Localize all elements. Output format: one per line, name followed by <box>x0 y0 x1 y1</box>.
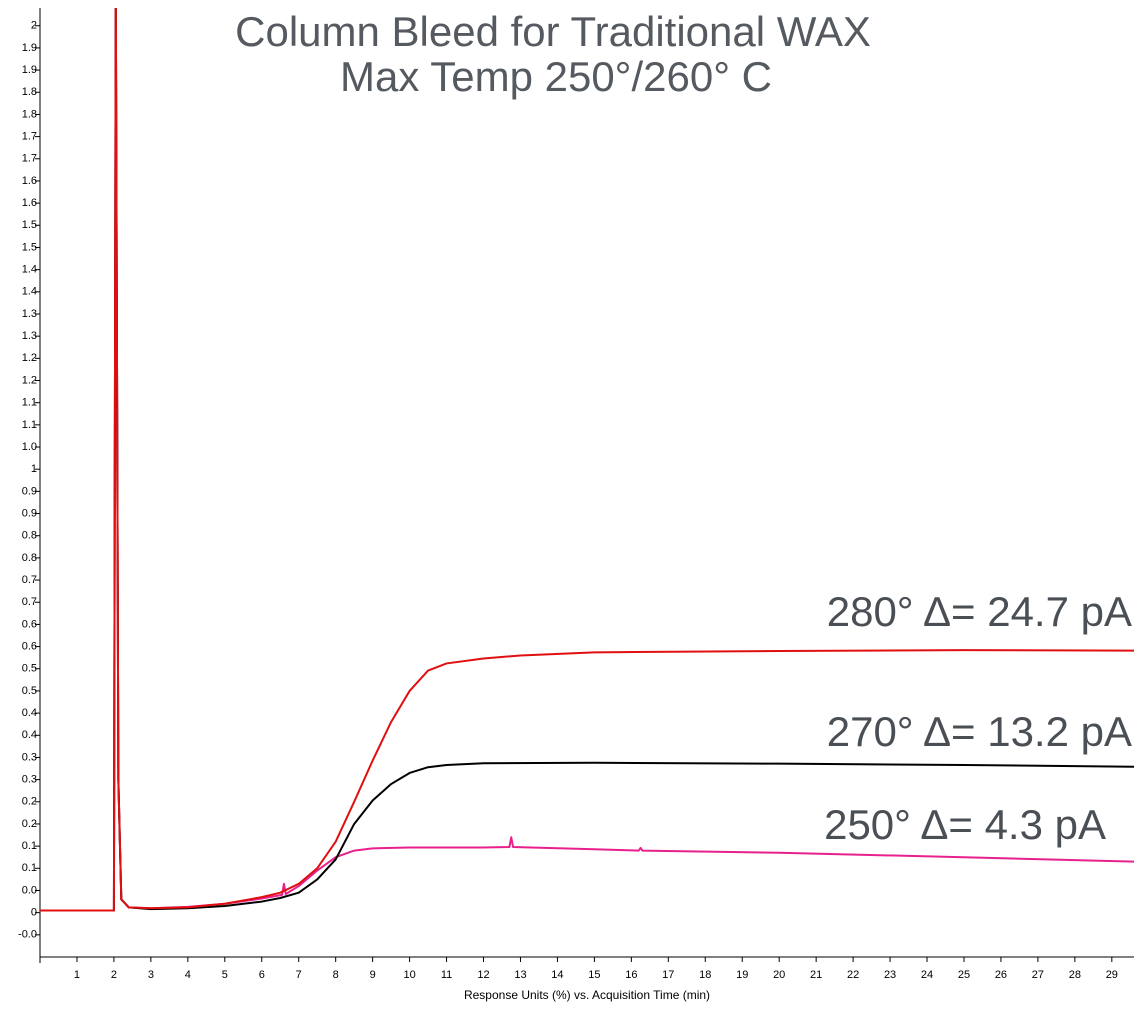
x-tick-label: 2 <box>111 969 117 981</box>
x-tick-label: 11 <box>441 969 452 981</box>
x-tick-label: 22 <box>847 969 859 981</box>
y-tick-label: 2 <box>31 20 37 32</box>
y-tick-label: 1.5 <box>22 241 37 253</box>
y-tick-label: 0.3 <box>22 751 37 763</box>
x-tick-label: 5 <box>222 969 228 981</box>
y-tick-label: 0.9 <box>22 485 37 497</box>
x-tick-label: 26 <box>995 969 1007 981</box>
x-tick-label: 19 <box>736 969 748 981</box>
y-tick-label: 1.1 <box>22 419 37 431</box>
y-tick-label: 0.9 <box>22 507 37 519</box>
annotation: 280° Δ= 24.7 pA <box>827 588 1132 635</box>
y-tick-label: 1.8 <box>22 86 37 98</box>
y-tick-label: 0.4 <box>22 729 37 741</box>
y-tick-label: 1.5 <box>22 219 37 231</box>
y-tick-label: 0.2 <box>22 796 37 808</box>
y-tick-label: 1.3 <box>22 308 37 320</box>
x-tick-label: 1 <box>74 969 80 981</box>
chart-title: Column Bleed for Traditional WAX <box>235 8 871 55</box>
series-line <box>40 8 1134 912</box>
x-tick-label: 3 <box>148 969 154 981</box>
y-tick-label: 1.1 <box>22 397 37 409</box>
y-tick-label: 0.0 <box>22 884 37 896</box>
y-tick-label: 1.4 <box>22 286 37 298</box>
y-tick-label: 1.0 <box>22 441 37 453</box>
x-tick-label: 18 <box>699 969 711 981</box>
plot-area <box>40 8 1134 912</box>
y-tick-label: 0.1 <box>22 840 37 852</box>
x-tick-label: 16 <box>625 969 637 981</box>
x-tick-label: 17 <box>662 969 674 981</box>
y-tick-label: 1.2 <box>22 374 37 386</box>
chart-subtitle: Max Temp 250°/260° C <box>340 53 772 100</box>
y-tick-label: 1.6 <box>22 197 37 209</box>
y-tick-label: 1.9 <box>22 64 37 76</box>
x-tick-label: 15 <box>588 969 600 981</box>
y-tick-label: 0.8 <box>22 530 37 542</box>
x-tick-label: 8 <box>333 969 339 981</box>
annotation: 270° Δ= 13.2 pA <box>827 708 1132 755</box>
x-tick-label: 20 <box>773 969 785 981</box>
y-tick-label: 0.7 <box>22 574 37 586</box>
y-tick-label: -0.0 <box>18 929 37 941</box>
x-tick-label: 13 <box>514 969 526 981</box>
x-tick-label: 21 <box>810 969 822 981</box>
y-tick-label: 0.6 <box>22 618 37 630</box>
x-tick-label: 12 <box>477 969 489 981</box>
y-tick-label: 1 <box>31 463 37 475</box>
x-tick-label: 7 <box>296 969 302 981</box>
x-tick-label: 10 <box>403 969 415 981</box>
y-tick-label: 0.4 <box>22 707 37 719</box>
y-tick-label: 1.6 <box>22 175 37 187</box>
series-line <box>40 8 1134 912</box>
x-tick-label: 23 <box>884 969 896 981</box>
y-tick-label: 1.3 <box>22 330 37 342</box>
y-tick-label: 0.5 <box>22 663 37 675</box>
y-tick-label: 1.2 <box>22 352 37 364</box>
y-tick-label: 0.7 <box>22 596 37 608</box>
y-tick-label: 0 <box>31 907 37 919</box>
x-tick-label: 24 <box>921 969 933 981</box>
y-tick-label: 0.6 <box>22 640 37 652</box>
x-tick-label: 25 <box>958 969 970 981</box>
x-tick-label: 6 <box>259 969 265 981</box>
y-tick-label: 0.3 <box>22 774 37 786</box>
x-tick-label: 29 <box>1106 969 1118 981</box>
x-tick-label: 28 <box>1069 969 1081 981</box>
y-tick-label: 1.4 <box>22 264 37 276</box>
x-tick-label: 4 <box>185 969 191 981</box>
x-tick-label: 14 <box>551 969 563 981</box>
y-tick-label: 0.1 <box>22 862 37 874</box>
y-tick-label: 1.9 <box>22 42 37 54</box>
y-tick-label: 1.7 <box>22 153 37 165</box>
y-tick-label: 0.5 <box>22 685 37 697</box>
y-tick-label: 0.2 <box>22 818 37 830</box>
x-tick-label: 9 <box>370 969 376 981</box>
y-tick-label: 1.8 <box>22 108 37 120</box>
series-line <box>40 8 1134 912</box>
x-tick-label: 27 <box>1032 969 1044 981</box>
y-tick-label: 0.8 <box>22 552 37 564</box>
y-tick-label: 1.7 <box>22 131 37 143</box>
x-axis-label: Response Units (%) vs. Acquisition Time … <box>464 988 710 1002</box>
annotation: 250° Δ= 4.3 pA <box>824 801 1106 848</box>
